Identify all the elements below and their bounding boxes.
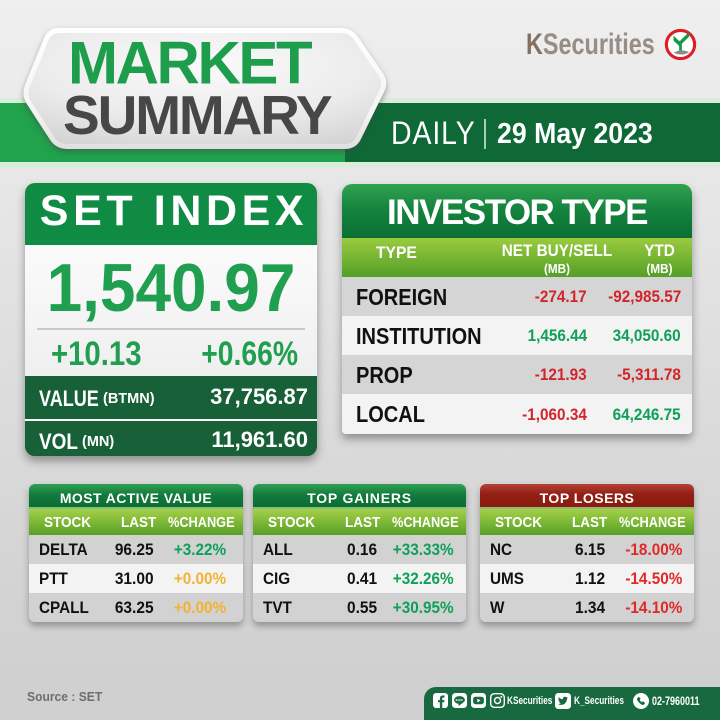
svg-text:SUMMARY: SUMMARY <box>63 84 332 146</box>
svg-text:MARKET: MARKET <box>68 30 312 97</box>
